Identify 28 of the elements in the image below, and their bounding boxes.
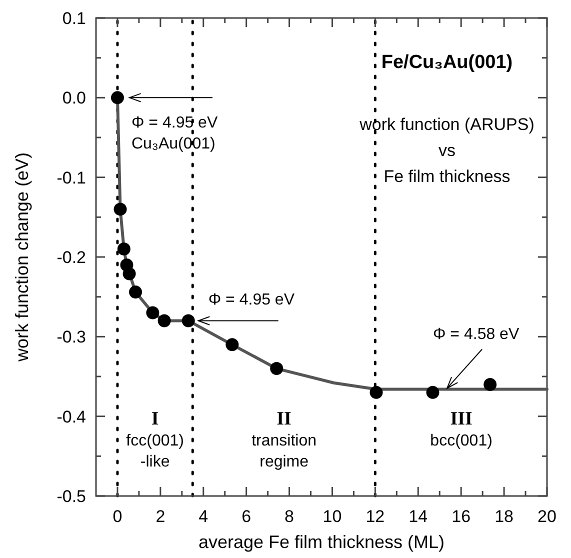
- x-tick-label: 2: [156, 507, 166, 526]
- y-tick-label: 0.1: [62, 9, 86, 28]
- x-tick-label: 14: [408, 507, 428, 526]
- text: work function (ARUPS) vs Fe film thickness: [358, 115, 534, 186]
- x-tick-label: 4: [198, 507, 208, 526]
- x-tick-label: 0: [112, 507, 122, 526]
- text: Fe/Cu₃Au(001): [381, 52, 513, 73]
- annotation: Φ = 4.95 eV Cu₃Au(001): [131, 114, 218, 153]
- y-tick-label: 0.0: [62, 88, 86, 108]
- annotation: II transition regime: [252, 408, 317, 470]
- x-tick-label: 8: [284, 507, 294, 526]
- x-tick-label: 6: [242, 507, 252, 526]
- y-tick-label: -0.5: [56, 487, 86, 506]
- y-tick-label: -0.4: [56, 407, 86, 426]
- annotation: Φ = 4.95 eV: [208, 292, 295, 309]
- x-tick-label: 10: [322, 507, 342, 526]
- x-axis-title: average Fe film thickness (ML): [198, 532, 445, 552]
- x-tick-label: 16: [452, 507, 471, 526]
- y-tick-label: -0.3: [56, 328, 86, 347]
- x-tick-label: 18: [494, 507, 514, 526]
- y-tick-label: -0.1: [56, 168, 86, 188]
- y-tick-label: -0.2: [56, 248, 86, 267]
- annotation: Φ = 4.58 eV: [432, 326, 520, 344]
- y-axis-title: work function change (eV): [12, 152, 32, 363]
- x-tick-label: 12: [366, 507, 385, 526]
- annotation: III bcc(001): [430, 408, 492, 450]
- x-tick-label: 20: [538, 507, 556, 526]
- annotation: I fcc(001) -like: [126, 408, 184, 470]
